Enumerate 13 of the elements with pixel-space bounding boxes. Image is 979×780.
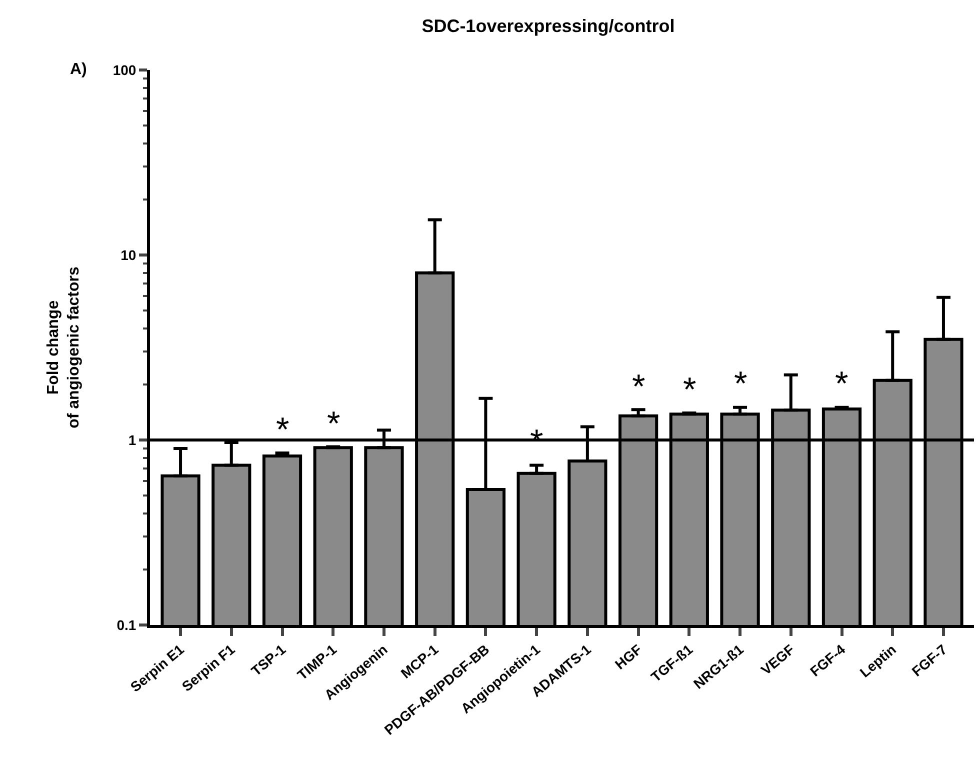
text: A)	[70, 61, 87, 78]
chart-title: SDC-1overexpressing/control	[422, 16, 675, 36]
annotation: *	[632, 368, 646, 406]
y-tick-label: 100	[112, 62, 136, 78]
annotation: *	[734, 365, 748, 403]
annotation: *	[327, 405, 340, 443]
y-tick-label: 1	[128, 432, 136, 448]
y-tick-label: 0.1	[116, 616, 136, 633]
annotation: *	[276, 411, 290, 449]
annotation: *	[835, 365, 848, 403]
annotation: *	[683, 371, 696, 409]
y-axis-title: Fold change of angiogenic factors	[44, 266, 83, 428]
y-tick-label: 10	[120, 246, 136, 263]
